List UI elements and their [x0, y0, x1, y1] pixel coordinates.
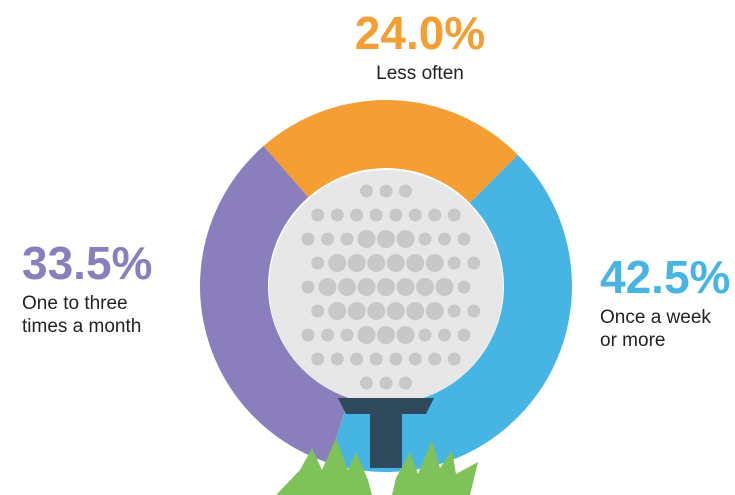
dimple: [406, 254, 425, 272]
dimple: [416, 278, 434, 296]
dimple: [311, 352, 325, 366]
dimple: [347, 302, 366, 320]
dimple: [360, 184, 373, 198]
dimple: [389, 208, 403, 222]
donut-segment: [199, 146, 350, 463]
label-group: 24.0% Less often: [340, 8, 500, 85]
dimple: [318, 278, 337, 296]
value-label: 42.5%: [600, 251, 731, 303]
dimple: [396, 230, 415, 248]
dimple: [447, 256, 461, 270]
dimple: [357, 230, 376, 248]
dimple: [379, 376, 393, 390]
dimple: [377, 326, 395, 344]
dimple: [457, 328, 471, 342]
dimple: [328, 302, 347, 320]
label-group: 33.5% One to three times a month: [22, 238, 172, 338]
dimple: [321, 232, 334, 246]
dimple: [386, 302, 405, 320]
dimple: [377, 278, 395, 296]
dimple: [457, 232, 471, 246]
dimple: [438, 232, 451, 246]
dimples: [301, 184, 481, 390]
dimple: [389, 352, 403, 366]
dimple: [377, 230, 395, 248]
tee: [338, 398, 434, 468]
dimple: [418, 328, 432, 342]
category-label: Less often: [376, 63, 464, 84]
dimple: [369, 208, 383, 222]
label-group: 42.5% Once a week or more: [600, 252, 730, 352]
dimple: [301, 232, 315, 246]
dimple: [467, 304, 481, 318]
grass-right: [392, 440, 478, 495]
dimple: [357, 278, 376, 296]
dimple: [340, 232, 354, 246]
dimple: [418, 232, 432, 246]
category-label: One to three times a month: [22, 293, 142, 337]
dimple: [321, 328, 334, 342]
dimple: [425, 254, 444, 272]
dimple: [301, 328, 315, 342]
dimple: [457, 280, 471, 294]
value-label: 33.5%: [22, 237, 153, 289]
dimple: [399, 184, 412, 198]
dimple: [350, 352, 364, 366]
dimple: [408, 352, 422, 366]
donut-segment: [327, 154, 572, 473]
dimple: [311, 304, 325, 318]
dimple: [369, 352, 383, 366]
dimple: [435, 278, 454, 296]
dimple: [347, 254, 366, 272]
dimple: [330, 352, 344, 366]
donut: [199, 100, 572, 473]
dimple: [425, 302, 444, 320]
dimple: [438, 328, 451, 342]
dimple: [330, 208, 344, 222]
dimple: [301, 280, 315, 294]
dimple: [406, 302, 425, 320]
dimple: [386, 254, 405, 272]
dimple: [360, 376, 373, 390]
dimple: [467, 256, 481, 270]
dimple: [399, 376, 412, 390]
dimple: [328, 254, 347, 272]
dimple: [338, 278, 356, 296]
dimple: [447, 304, 461, 318]
dimple: [367, 254, 386, 272]
dimple: [428, 208, 442, 222]
grass-left: [276, 438, 372, 495]
dimple: [340, 328, 354, 342]
dimple: [311, 208, 325, 222]
category-label: Once a week or more: [600, 307, 711, 351]
dimple: [357, 326, 376, 344]
dimple: [408, 208, 422, 222]
dimple: [447, 352, 461, 366]
dimple: [367, 302, 386, 320]
donut-segment: [263, 100, 518, 203]
value-label: 24.0%: [354, 7, 486, 59]
dimple: [428, 352, 442, 366]
dimple: [379, 184, 393, 198]
dimple: [396, 326, 415, 344]
dimple: [447, 208, 461, 222]
dimple: [350, 208, 364, 222]
dimple: [311, 256, 325, 270]
dimple: [396, 278, 415, 296]
